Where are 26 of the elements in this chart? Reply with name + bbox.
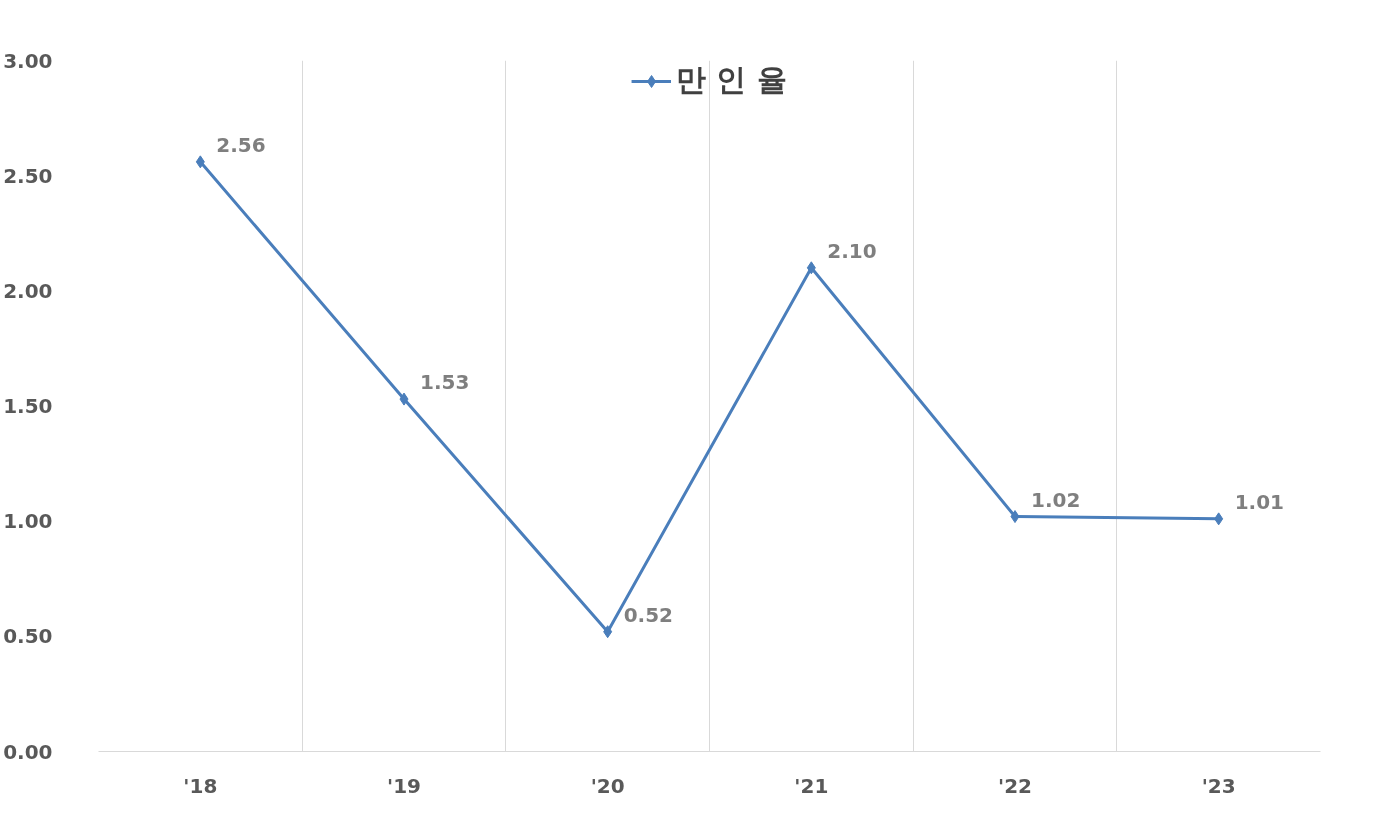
point: [806, 261, 816, 275]
x-tick-label: '22: [998, 773, 1032, 798]
point: [1214, 512, 1224, 526]
y-tick-label: 2.00: [3, 278, 53, 303]
x-tick-label: '19: [387, 773, 421, 798]
y-tick-label: 3.00: [3, 48, 53, 73]
data-label: 1.01: [1234, 489, 1285, 514]
x-tick-label: '21: [794, 773, 829, 798]
x-tick-label: '18: [183, 773, 218, 798]
data-label: 1.02: [1031, 487, 1081, 512]
data-label: 2.10: [827, 238, 877, 263]
y-tick-label: 1.50: [3, 394, 53, 418]
data-label: 2.56: [216, 132, 266, 157]
point: [195, 155, 205, 169]
y-tick-label: 1.00: [3, 509, 53, 534]
x-tick-label: '23: [1201, 773, 1236, 798]
legend-label: 만 인 율: [676, 61, 787, 99]
y-tick-label: 0.50: [3, 624, 53, 649]
point: [603, 625, 613, 639]
data-label: 1.53: [420, 370, 470, 395]
point: [399, 392, 409, 406]
y-tick-label: 2.50: [3, 163, 53, 188]
x-tick-label: '20: [590, 773, 625, 798]
point: [1010, 510, 1020, 524]
y-tick-label: 0.00: [3, 739, 53, 764]
data-label: 0.52: [623, 602, 674, 627]
